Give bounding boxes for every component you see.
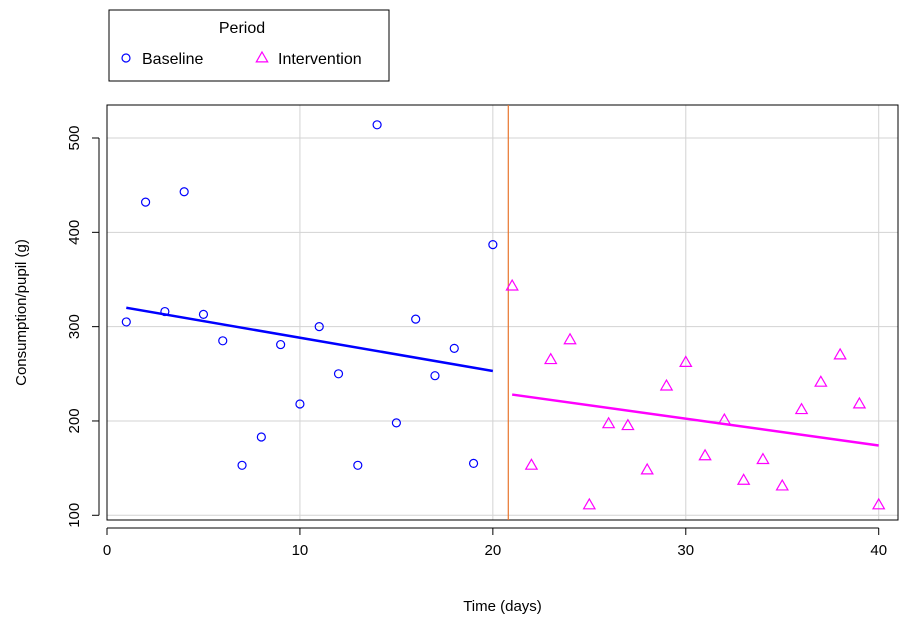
baseline-point (391, 418, 401, 428)
y-tick-label: 200 (66, 408, 83, 433)
baseline-point (333, 369, 344, 379)
intervention-point (736, 473, 751, 485)
intervention-point (640, 462, 654, 475)
baseline-point (218, 336, 228, 346)
x-tick-label: 40 (870, 542, 887, 559)
intervention-point (563, 332, 577, 345)
grid-lines (106, 105, 898, 520)
legend-triangle-icon (255, 50, 269, 63)
legend-entry-label: Intervention (278, 51, 362, 68)
y-tick-label: 400 (66, 220, 83, 245)
baseline-point (160, 306, 170, 317)
intervention-point (756, 452, 770, 465)
intervention-trend-line (511, 393, 879, 447)
intervention-point (698, 448, 712, 461)
baseline-point (372, 120, 382, 130)
x-tick-label: 20 (485, 542, 502, 559)
intervention-point (621, 418, 635, 431)
y-axis-title: Consumption/pupil (g) (13, 239, 30, 386)
legend: Period Baseline Intervention (108, 9, 390, 82)
y-tick-label: 300 (66, 314, 83, 339)
y-tick-label: 500 (66, 125, 83, 150)
intervention-point (659, 378, 674, 391)
intervention-point (775, 478, 789, 491)
baseline-point (256, 432, 266, 442)
intervention-point (833, 347, 847, 360)
baseline-point (121, 317, 131, 327)
plot-frame (106, 104, 899, 521)
x-tick-label: 0 (103, 542, 111, 559)
baseline-point (237, 460, 247, 470)
baseline-point (430, 371, 440, 381)
x-tick-label: 10 (292, 542, 309, 559)
legend-circle-icon (121, 53, 131, 63)
legend-title: Period (219, 20, 265, 37)
intervention-point (794, 402, 809, 415)
baseline-point (198, 309, 209, 319)
baseline-point (314, 322, 324, 332)
intervention-point (505, 278, 519, 291)
baseline-point (353, 460, 363, 470)
baseline-point (140, 197, 151, 207)
legend-box (108, 9, 390, 82)
y-tick-label: 100 (66, 503, 83, 528)
legend-entries: Baseline Intervention (121, 50, 362, 68)
baseline-trend-line (126, 306, 494, 373)
intervention-point (543, 352, 558, 365)
x-axis-title: Time (days) (463, 598, 542, 615)
x-tick-label: 30 (677, 542, 694, 559)
intervention-point (871, 497, 886, 510)
legend-entry-label: Baseline (142, 51, 203, 68)
axes: 0 10 20 30 40 100 200 300 400 500 (66, 125, 887, 559)
trend-lines (126, 306, 879, 447)
baseline-point (488, 239, 498, 250)
intervention-point (582, 497, 597, 510)
baseline-point (468, 458, 479, 469)
baseline-point (449, 343, 459, 353)
baseline-point (411, 314, 421, 324)
intervention-point (814, 375, 828, 387)
intervention-point (852, 396, 867, 409)
intervention-point (679, 355, 693, 367)
intervention-point (601, 416, 616, 429)
baseline-point (295, 399, 305, 409)
baseline-point (276, 339, 286, 350)
intervention-point (524, 458, 539, 470)
data-points (121, 120, 886, 510)
baseline-point (179, 187, 189, 197)
intervention-point (717, 412, 732, 425)
